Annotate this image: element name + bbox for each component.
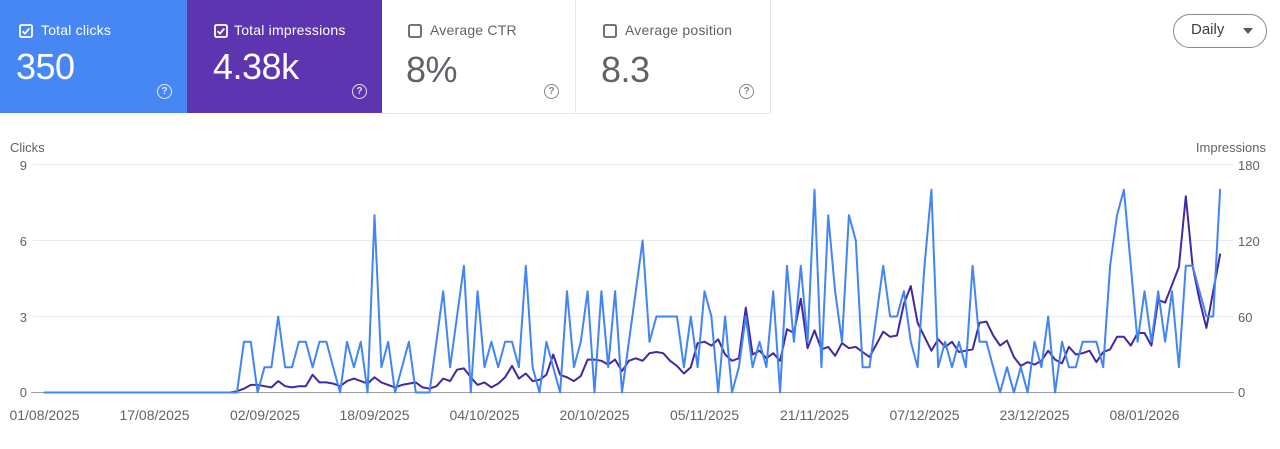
svg-text:0: 0: [1238, 385, 1245, 400]
svg-text:07/12/2025: 07/12/2025: [889, 407, 959, 423]
svg-text:21/11/2025: 21/11/2025: [780, 407, 849, 423]
svg-text:08/01/2026: 08/01/2026: [1109, 407, 1179, 423]
svg-text:Clicks: Clicks: [10, 140, 45, 155]
svg-text:02/09/2025: 02/09/2025: [230, 407, 300, 423]
svg-text:01/08/2025: 01/08/2025: [9, 407, 79, 423]
svg-text:23/12/2025: 23/12/2025: [999, 407, 1069, 423]
svg-text:3: 3: [20, 310, 27, 325]
svg-text:05/11/2025: 05/11/2025: [670, 407, 739, 423]
svg-text:04/10/2025: 04/10/2025: [449, 407, 519, 423]
svg-text:180: 180: [1238, 158, 1260, 173]
svg-text:18/09/2025: 18/09/2025: [339, 407, 409, 423]
svg-text:17/08/2025: 17/08/2025: [119, 407, 189, 423]
svg-text:60: 60: [1238, 310, 1252, 325]
svg-text:20/10/2025: 20/10/2025: [559, 407, 629, 423]
svg-text:6: 6: [20, 234, 27, 249]
svg-text:Impressions: Impressions: [1196, 140, 1267, 155]
svg-text:0: 0: [20, 385, 27, 400]
svg-text:9: 9: [20, 158, 27, 173]
svg-text:120: 120: [1238, 234, 1260, 249]
